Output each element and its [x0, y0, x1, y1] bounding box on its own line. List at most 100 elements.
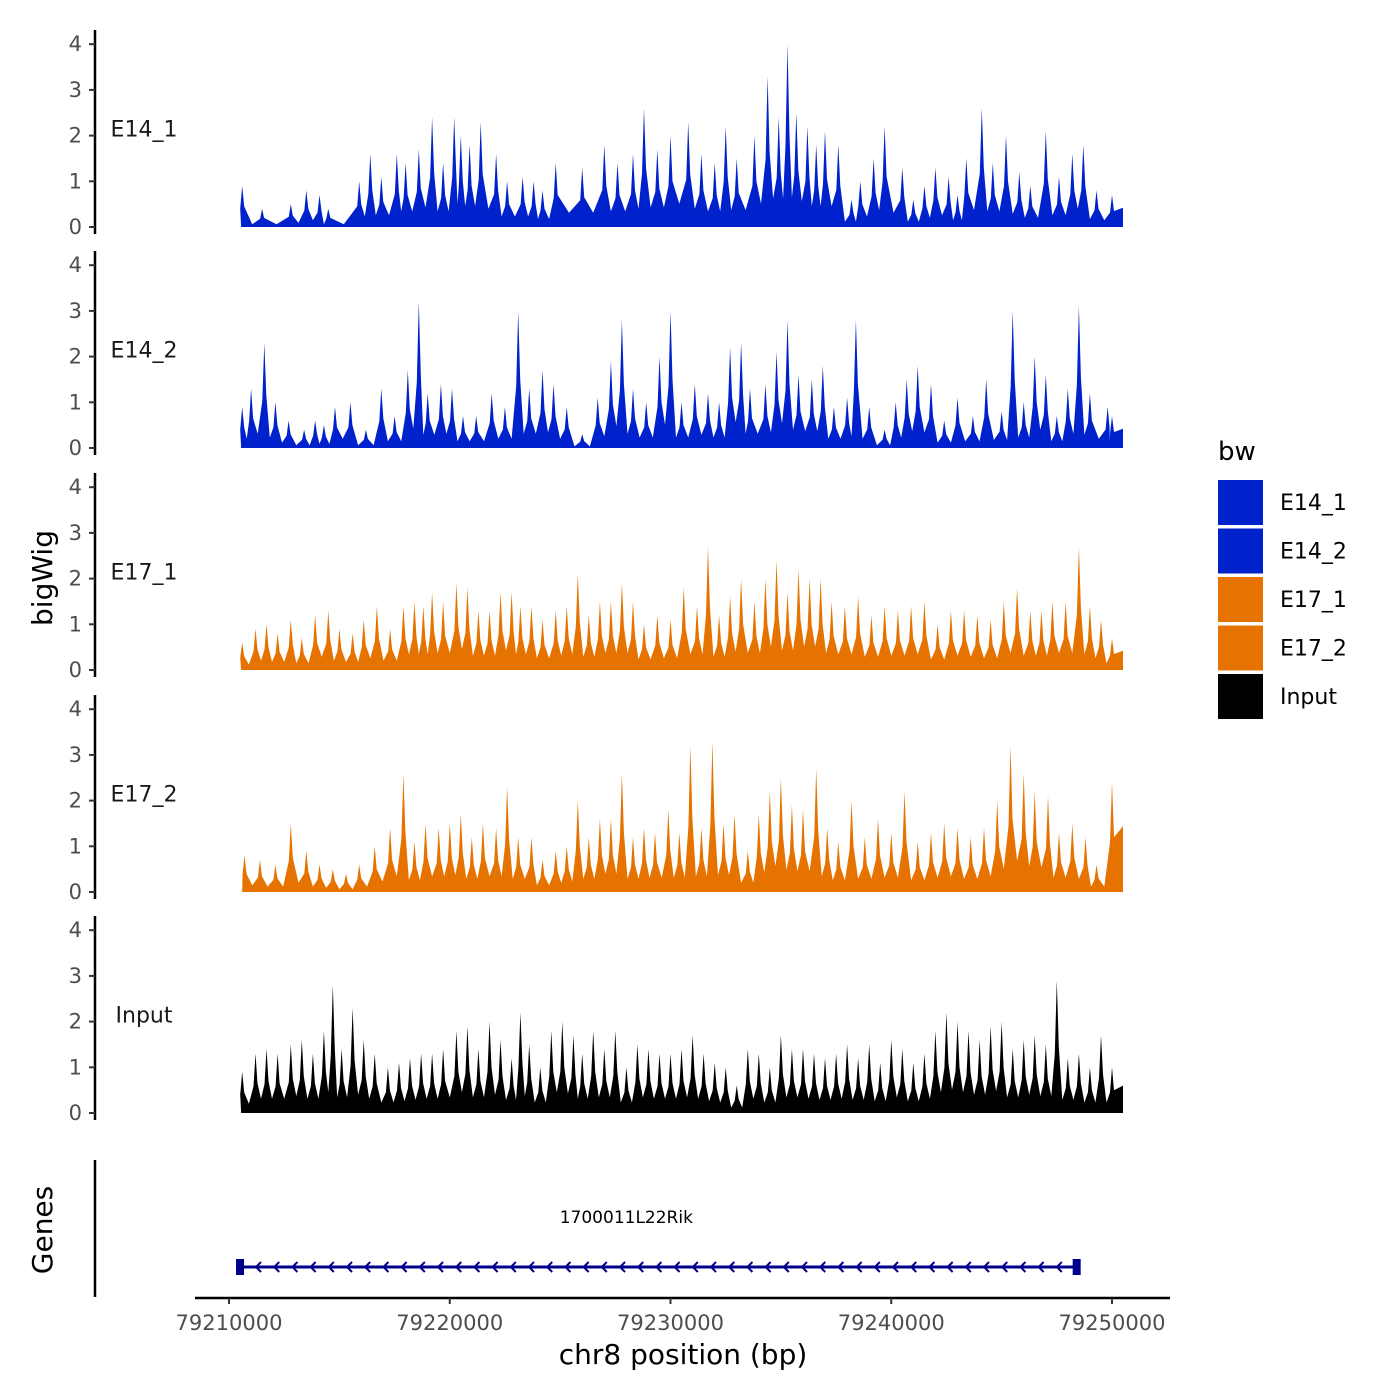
gene-label: 1700011L22Rik: [560, 1208, 693, 1228]
x-axis-title: chr8 position (bp): [559, 1338, 808, 1371]
strand-arrow: [727, 1261, 735, 1273]
legend-swatch-e17-2: [1218, 625, 1263, 671]
strand-arrow: [327, 1261, 335, 1273]
x-tick-label: 79250000: [1059, 1311, 1166, 1335]
track-e14-1: 0 1 2 3 4 E14_1: [69, 30, 1123, 239]
strand-arrow: [691, 1261, 699, 1273]
strand-arrow: [873, 1261, 881, 1273]
strand-arrow: [491, 1261, 499, 1273]
strand-arrow: [382, 1261, 390, 1273]
strand-arrow: [454, 1261, 462, 1273]
gene-panel: 1700011L22Rik: [93, 1160, 1081, 1297]
gene-exon: [1072, 1259, 1081, 1275]
strand-arrow: [582, 1261, 590, 1273]
track-e17-2: 0 1 2 3 4 E17_2: [69, 695, 1123, 904]
legend-label: E14_2: [1280, 540, 1347, 565]
legend-title: bw: [1218, 437, 1256, 467]
y-tick-label: 4: [69, 475, 82, 499]
genes-axis-title: Genes: [26, 1186, 59, 1274]
y-tick-label: 3: [69, 743, 82, 767]
x-axis: 79210000 79220000 79230000 79240000 79250000: [176, 1296, 1170, 1335]
y-tick-label: 0: [69, 880, 82, 904]
strand-arrow: [855, 1261, 863, 1273]
strand-arrow: [272, 1261, 280, 1273]
y-tick-label: 3: [69, 299, 82, 323]
coverage-area-e14-1: [240, 44, 1123, 228]
legend-label: E17_2: [1280, 637, 1347, 662]
legend: bw E14_1 E14_2 E17_1 E17_2 Input: [1218, 437, 1347, 719]
y-tick-label: 4: [69, 697, 82, 721]
legend-swatch-e14-2: [1218, 528, 1263, 574]
y-tick-label: 3: [69, 964, 82, 988]
strand-arrow: [946, 1261, 954, 1273]
strand-arrow: [254, 1261, 262, 1273]
y-tick-label: 2: [69, 789, 82, 813]
y-tick-label: 0: [69, 436, 82, 460]
y-tick-label: 3: [69, 78, 82, 102]
strand-arrow: [782, 1261, 790, 1273]
track-label: E14_1: [111, 117, 178, 142]
x-tick-label: 79230000: [617, 1311, 724, 1335]
strand-arrow: [636, 1261, 644, 1273]
y-axis-title: bigWig: [26, 530, 59, 626]
strand-arrow: [291, 1261, 299, 1273]
strand-arrow: [509, 1261, 517, 1273]
strand-arrow: [764, 1261, 772, 1273]
legend-label: Input: [1280, 685, 1337, 710]
coverage-area-e14-2: [240, 301, 1123, 448]
strand-arrow: [709, 1261, 717, 1273]
x-tick-label: 79240000: [838, 1311, 945, 1335]
strand-arrow: [309, 1261, 317, 1273]
strand-arrow: [673, 1261, 681, 1273]
strand-arrow: [564, 1261, 572, 1273]
legend-swatch-e17-1: [1218, 577, 1263, 622]
bigwig-tracks: 0 1 2 3 4 E14_1 0 1 2 3 4 E14_2 0 1 2 3 4 E17_1 0 1 2 3 4 E17_2…: [69, 30, 1123, 1125]
strand-arrow: [964, 1261, 972, 1273]
strand-arrow: [363, 1261, 371, 1273]
strand-arrow: [982, 1261, 990, 1273]
y-tick-label: 4: [69, 32, 82, 56]
strand-arrow: [545, 1261, 553, 1273]
track-input: 0 1 2 3 4 Input: [69, 916, 1123, 1125]
strand-arrow: [600, 1261, 608, 1273]
y-tick-label: 1: [69, 834, 82, 858]
track-label: E17_1: [111, 560, 178, 585]
y-tick-label: 3: [69, 521, 82, 545]
track-label: Input: [116, 1003, 173, 1028]
track-label: E17_2: [111, 782, 178, 807]
y-tick-label: 0: [69, 658, 82, 682]
strand-arrow: [1037, 1261, 1045, 1273]
legend-label: E17_1: [1280, 588, 1347, 613]
y-tick-label: 0: [69, 215, 82, 239]
track-label: E14_2: [111, 338, 178, 363]
x-tick-label: 79220000: [396, 1311, 503, 1335]
strand-arrow: [837, 1261, 845, 1273]
y-tick-label: 4: [69, 253, 82, 277]
strand-arrow: [928, 1261, 936, 1273]
y-tick-label: 4: [69, 918, 82, 942]
y-tick-label: 1: [69, 1055, 82, 1079]
strand-arrow: [800, 1261, 808, 1273]
y-tick-label: 2: [69, 345, 82, 369]
strand-arrow: [818, 1261, 826, 1273]
track-e14-2: 0 1 2 3 4 E14_2: [69, 251, 1123, 460]
strand-arrow: [1055, 1261, 1063, 1273]
coverage-area-e17-1: [240, 546, 1123, 670]
legend-swatch-e14-1: [1218, 480, 1263, 525]
coverage-area-input: [240, 980, 1123, 1113]
strand-arrow: [473, 1261, 481, 1273]
strand-arrow: [746, 1261, 754, 1273]
strand-arrow: [1019, 1261, 1027, 1273]
strand-arrow: [345, 1261, 353, 1273]
strand-arrow: [618, 1261, 626, 1273]
y-tick-label: 2: [69, 1010, 82, 1034]
y-tick-label: 2: [69, 567, 82, 591]
gene-exon: [236, 1259, 245, 1275]
y-tick-label: 1: [69, 169, 82, 193]
strand-arrow: [655, 1261, 663, 1273]
y-tick-label: 0: [69, 1101, 82, 1125]
strand-arrow: [1000, 1261, 1008, 1273]
legend-swatch-input: [1218, 674, 1263, 719]
y-tick-label: 1: [69, 612, 82, 636]
